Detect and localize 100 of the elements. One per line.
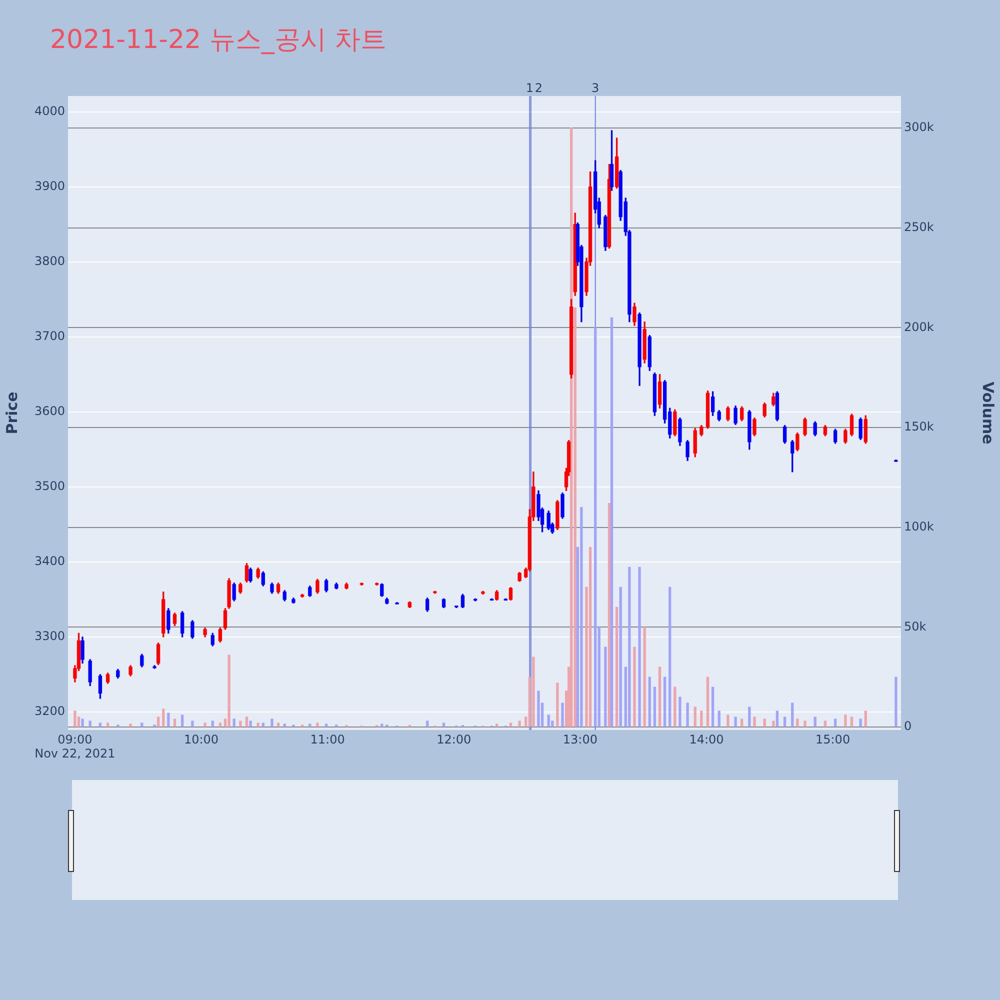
- bar: [783, 716, 786, 727]
- y2-tick-label: 100k: [904, 519, 934, 534]
- bar: [638, 566, 641, 727]
- text: 3: [592, 81, 600, 96]
- bar: [380, 724, 384, 727]
- bar: [628, 566, 631, 727]
- bar: [844, 714, 847, 727]
- bar: [106, 722, 110, 727]
- bar: [653, 686, 656, 727]
- bar: [859, 718, 862, 727]
- bar: [663, 676, 666, 727]
- bar: [763, 718, 766, 727]
- bar: [140, 722, 144, 727]
- bar: [776, 710, 779, 727]
- bar: [706, 676, 710, 727]
- bar: [814, 716, 816, 727]
- bar: [256, 722, 260, 727]
- bar: [308, 724, 312, 727]
- bar: [316, 722, 319, 727]
- bar: [658, 666, 662, 727]
- bar: [518, 720, 521, 727]
- y-tick-label: 3300: [34, 629, 65, 644]
- bar: [694, 706, 696, 727]
- bar: [686, 702, 689, 727]
- bar: [228, 654, 230, 727]
- y-tick-label: 3800: [34, 254, 65, 268]
- bar: [283, 724, 286, 727]
- bar: [561, 702, 564, 727]
- x-tick-label: 09:00 Nov 22, 2021: [34, 732, 116, 761]
- bar: [495, 724, 498, 727]
- y2-axis-title: Volume: [979, 382, 998, 444]
- y2-tick-label: 200k: [904, 320, 934, 334]
- bar: [162, 708, 165, 727]
- bar: [791, 702, 794, 727]
- bar: [718, 710, 720, 727]
- y-tick-label: 3400: [34, 554, 65, 568]
- bar: [173, 718, 176, 727]
- bar: [232, 718, 236, 727]
- bar: [270, 718, 274, 727]
- bar: [509, 722, 512, 727]
- bar: [262, 722, 264, 727]
- bar: [726, 714, 730, 727]
- y-tick-label: 3900: [34, 178, 65, 193]
- bar: [442, 722, 446, 727]
- bar: [426, 720, 429, 727]
- y-tick-label: 3500: [34, 479, 65, 494]
- bar: [249, 720, 252, 727]
- bar: [129, 724, 132, 727]
- bar: [604, 646, 607, 727]
- bar: [211, 720, 214, 727]
- bar: [608, 503, 611, 727]
- x-tick-label: 12:00: [436, 732, 472, 746]
- bar: [734, 716, 737, 727]
- bar: [547, 714, 550, 727]
- text: 2: [534, 81, 542, 96]
- y-tick-label: 3200: [34, 704, 65, 718]
- bar: [532, 656, 535, 727]
- bar: [619, 586, 622, 727]
- bar: [276, 722, 280, 727]
- y2-tick-label: 150k: [904, 420, 934, 434]
- bar: [615, 606, 618, 727]
- bar: [643, 626, 646, 727]
- bar: [588, 546, 592, 727]
- chart-title: 2021-11-22 뉴스_공시 차트: [50, 24, 387, 57]
- bar: [740, 718, 744, 727]
- text: 1: [526, 81, 534, 96]
- x-tick-label: 15:00: [815, 732, 850, 746]
- bar: [580, 507, 583, 727]
- bar: [180, 714, 184, 727]
- bar: [88, 720, 92, 727]
- bar: [668, 586, 672, 727]
- bar: [167, 712, 170, 727]
- bar: [191, 720, 194, 727]
- y-tick-label: 4000: [34, 104, 65, 118]
- bar: [594, 327, 597, 727]
- y-axis-title: Price: [2, 392, 21, 434]
- bar: [156, 716, 160, 727]
- y-tick-label: 3600: [34, 404, 65, 418]
- bar: [324, 724, 328, 727]
- bar: [556, 682, 559, 727]
- bar: [824, 720, 827, 727]
- bar: [850, 716, 854, 727]
- x-tick-label: 13:00: [562, 732, 598, 746]
- bar: [796, 718, 799, 727]
- x-tick-label: 14:00: [689, 732, 724, 746]
- bar: [245, 716, 248, 727]
- bar: [894, 676, 898, 727]
- bar: [648, 676, 651, 727]
- bar: [74, 710, 76, 727]
- bar: [204, 722, 206, 727]
- bar: [864, 710, 867, 727]
- bar: [633, 646, 636, 727]
- bar: [239, 720, 242, 727]
- y-tick-label: 3700: [34, 328, 65, 343]
- bar: [610, 317, 614, 727]
- bar: [700, 710, 703, 727]
- bar: [804, 720, 806, 727]
- y2-tick-label: 300k: [904, 120, 934, 134]
- y2-tick-label: 50k: [904, 619, 926, 634]
- bar: [674, 686, 676, 727]
